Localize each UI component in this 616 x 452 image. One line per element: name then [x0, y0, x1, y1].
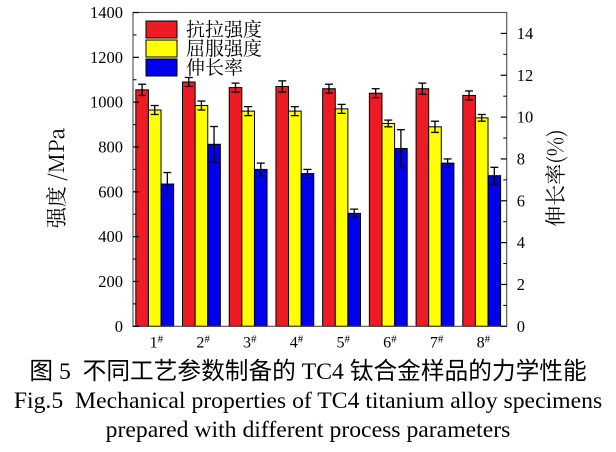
svg-text:800: 800	[98, 137, 123, 156]
svg-text:1400: 1400	[90, 3, 123, 22]
svg-text:1200: 1200	[90, 48, 123, 67]
svg-text:0: 0	[517, 317, 525, 336]
svg-text:强度 /MPa: 强度 /MPa	[41, 128, 71, 229]
svg-text:200: 200	[98, 272, 123, 291]
svg-text:8: 8	[517, 149, 525, 168]
svg-text:14: 14	[517, 24, 534, 43]
svg-text:400: 400	[98, 227, 123, 246]
svg-text:伸长率: 伸长率	[186, 53, 243, 80]
svg-text:伸长率(%): 伸长率(%)	[540, 129, 570, 227]
svg-text:1000: 1000	[90, 93, 123, 112]
svg-text:600: 600	[98, 182, 123, 201]
svg-text:0: 0	[115, 317, 123, 336]
svg-text:6: 6	[517, 191, 525, 210]
svg-text:4: 4	[517, 233, 525, 252]
svg-text:10: 10	[517, 108, 534, 127]
svg-text:2: 2	[517, 275, 525, 294]
svg-text:12: 12	[517, 66, 534, 85]
